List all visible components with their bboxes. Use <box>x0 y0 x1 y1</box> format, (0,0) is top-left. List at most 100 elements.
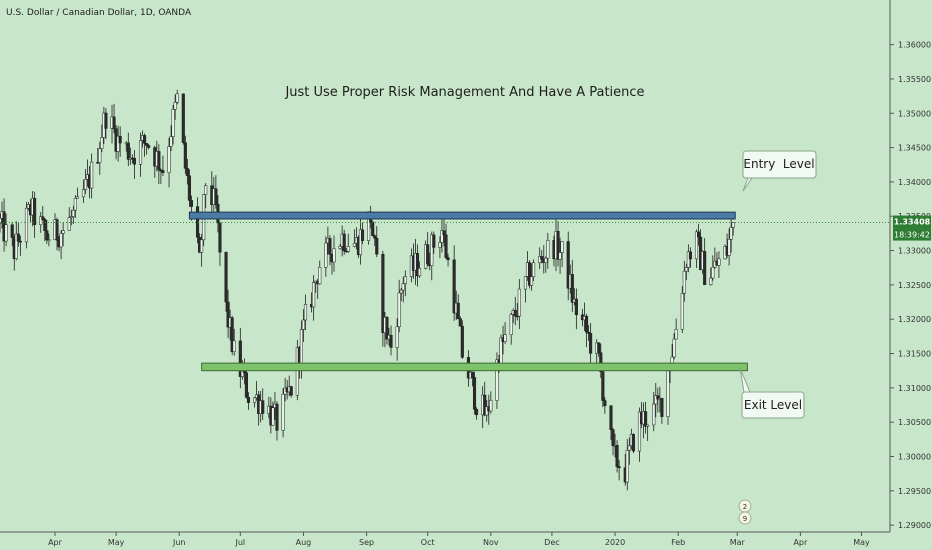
candle-body <box>472 377 477 410</box>
candle-body <box>601 371 605 401</box>
price-tick-label: 1.29000 <box>898 521 931 530</box>
candle-body <box>375 237 379 255</box>
candle-body <box>609 405 613 430</box>
candle-body <box>709 277 713 286</box>
candle-body <box>41 216 45 220</box>
exit-callout-label: Exit Level <box>744 398 802 412</box>
candle-body <box>527 262 532 286</box>
candle-body <box>666 370 670 417</box>
candle-body <box>385 317 389 340</box>
time-tick-label: Aug <box>296 538 312 547</box>
candle-body <box>232 340 236 352</box>
candle-body <box>47 239 51 241</box>
time-tick-label: Oct <box>421 538 435 547</box>
candle-body <box>656 395 660 400</box>
badge-circle-bottom <box>738 511 752 525</box>
time-axis[interactable]: Apr May Jun Jul Aug Sep Oct Nov Dec 2020 Feb Mar Apr… <box>48 532 870 547</box>
candle-body <box>729 227 733 240</box>
candle-body <box>560 241 564 253</box>
price-tick-label: 1.29500 <box>898 487 931 496</box>
candle-body <box>45 230 49 241</box>
time-tick-label: Jul <box>234 538 245 547</box>
candle-body <box>81 189 86 198</box>
candle-body <box>342 233 346 252</box>
candle-body <box>238 340 242 377</box>
candle-body <box>381 253 385 333</box>
candle-body <box>299 329 303 365</box>
candle-body <box>717 258 721 266</box>
entry-callout-label: Entry Level <box>743 157 814 171</box>
price-tick-label: 1.35000 <box>898 109 931 118</box>
candle-body <box>242 370 246 374</box>
candle-body <box>90 161 94 189</box>
candle-body <box>546 240 550 259</box>
candle-body <box>104 112 108 129</box>
candle-body <box>0 218 2 224</box>
candle-body <box>401 283 405 291</box>
candle-body <box>538 256 542 264</box>
candle-body <box>312 282 316 308</box>
entry-callout[interactable]: Entry Level <box>742 150 817 192</box>
time-tick-label: Apr <box>48 538 63 547</box>
candle-body <box>587 332 591 334</box>
candle-body <box>415 253 420 277</box>
candle-body <box>275 403 279 431</box>
candle-body <box>523 276 527 290</box>
price-tick-label: 1.34000 <box>898 178 931 187</box>
candle-body <box>686 251 690 268</box>
candle-body <box>55 219 59 241</box>
candle-body <box>69 216 73 218</box>
candle-body <box>281 393 285 431</box>
candle-body <box>503 334 507 342</box>
candle-body <box>397 292 401 328</box>
candle-body <box>346 246 350 252</box>
candle-body <box>138 140 143 165</box>
candle-body <box>33 197 37 225</box>
events-badge-icon[interactable]: 2 9 <box>738 499 752 525</box>
candle-body <box>646 424 650 427</box>
candle-body <box>438 242 442 248</box>
exit-callout[interactable]: Exit Level <box>739 367 805 419</box>
candle-body <box>644 411 648 427</box>
symbol-title: U.S. Dollar / Canadian Dollar, 1D, OANDA <box>6 8 192 18</box>
candle-body <box>475 409 479 416</box>
candle-body <box>4 224 8 242</box>
exit-zone[interactable] <box>201 362 748 372</box>
candle-body <box>672 338 676 358</box>
countdown-value: 18:39:42 <box>894 231 930 240</box>
entry-zone[interactable] <box>188 211 736 220</box>
candle-body <box>332 248 336 263</box>
price-tick-label: 1.30500 <box>898 418 931 427</box>
candle-body <box>318 267 322 285</box>
candle-body <box>446 257 450 261</box>
price-tick-label: 1.31500 <box>898 350 931 359</box>
candle-body <box>301 319 306 330</box>
candle-body <box>10 224 14 238</box>
candle-body <box>556 231 560 260</box>
candle-body <box>214 188 218 205</box>
entry-callout-box <box>742 150 817 179</box>
candle-body <box>189 200 193 207</box>
candle-body <box>444 234 448 258</box>
candle-body <box>470 371 475 378</box>
candle-body <box>660 397 664 417</box>
candle-body <box>603 400 607 407</box>
candle-body <box>261 400 265 414</box>
time-tick-label: Feb <box>671 538 685 547</box>
candle-body <box>157 151 161 171</box>
candle-body <box>98 148 102 163</box>
candle-body <box>532 262 536 278</box>
headline-annotation[interactable]: Just Use Proper Risk Management And Have… <box>284 85 644 100</box>
candle-body <box>295 347 299 396</box>
candle-body <box>167 146 171 173</box>
candle-body <box>615 445 619 467</box>
candle-body <box>187 175 191 201</box>
price-tick-label: 1.34500 <box>898 144 931 153</box>
last-price-tag: 1.33408 18:39:42 <box>893 215 931 241</box>
candle-body <box>426 244 430 265</box>
price-tick-label: 1.35500 <box>898 75 931 84</box>
candle-body <box>328 238 332 255</box>
candle-body <box>169 136 173 147</box>
